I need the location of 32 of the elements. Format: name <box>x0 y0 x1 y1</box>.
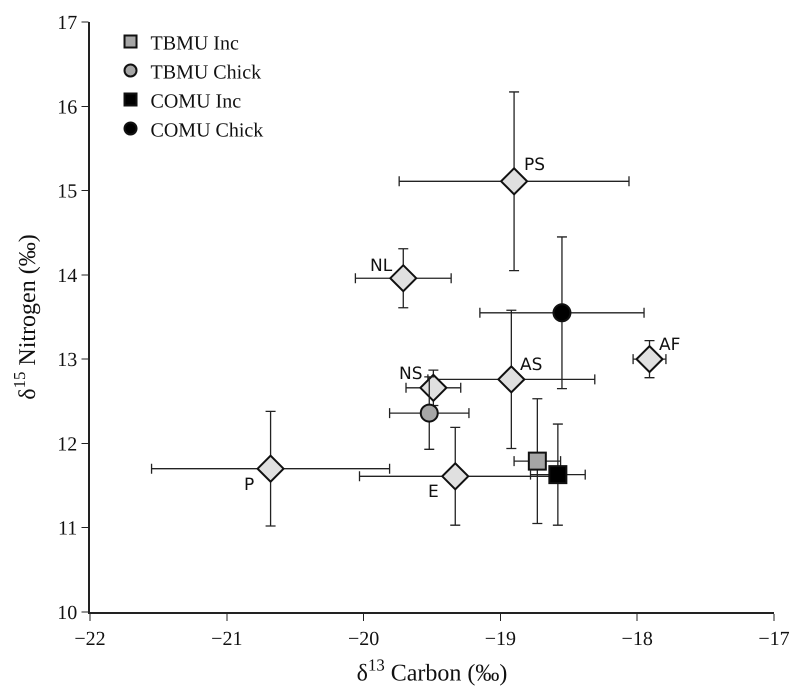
annotation: NS <box>399 364 423 384</box>
point <box>528 452 547 471</box>
x-tick-label: −21 <box>211 628 242 650</box>
x-tick-label: −20 <box>348 628 380 650</box>
point <box>441 462 470 490</box>
x-tick-label: −19 <box>484 628 516 650</box>
annotation: E <box>428 482 439 502</box>
point <box>420 404 439 423</box>
annotation: P <box>244 475 254 495</box>
point <box>552 303 572 322</box>
y-tick-label: 14 <box>57 264 78 287</box>
y-tick-label: 17 <box>57 12 78 34</box>
legend-label: TBMU Chick <box>150 61 262 84</box>
x-tick-label: −17 <box>758 628 790 650</box>
legend-label: COMU Inc <box>150 90 242 112</box>
y-tick-label: 12 <box>57 433 78 456</box>
x-axis-title: δ$^{13}$ Carbon (‰) <box>356 655 508 687</box>
point <box>548 465 568 484</box>
y-tick-label: 13 <box>57 349 78 372</box>
annotation: AS <box>520 355 542 375</box>
annotation: NL <box>370 256 393 276</box>
annotation: AF <box>659 335 680 355</box>
point <box>256 454 285 483</box>
x-tick-label: −18 <box>622 628 653 650</box>
x-tick-label: −22 <box>74 628 106 650</box>
annotation: PS <box>524 155 546 175</box>
legend-label: TBMU Inc <box>150 32 239 54</box>
y-tick-label: 11 <box>58 518 78 540</box>
y-tick-label: 15 <box>57 180 78 203</box>
legend-label: COMU Chick <box>150 119 264 142</box>
y-tick-label: 10 <box>57 602 78 624</box>
y-tick-label: 16 <box>57 96 78 118</box>
